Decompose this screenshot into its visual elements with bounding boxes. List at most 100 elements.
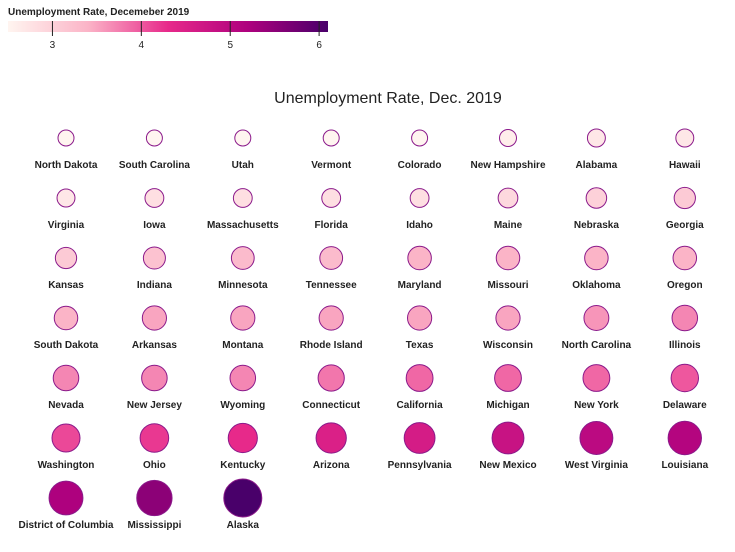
bubble-group[interactable]: Colorado (398, 129, 442, 171)
bubble-mark[interactable] (671, 304, 699, 332)
bubble-mark[interactable] (54, 246, 78, 270)
bubble-mark[interactable] (234, 129, 252, 147)
bubble-group[interactable]: Hawaii (669, 128, 701, 171)
bubble-group[interactable]: Massachusetts (207, 188, 279, 231)
bubble-group[interactable]: Oklahoma (572, 245, 621, 291)
bubble-group[interactable]: Oregon (667, 245, 703, 291)
bubble-mark[interactable] (675, 128, 695, 148)
bubble-mark[interactable] (319, 246, 344, 270)
bubble-mark[interactable] (585, 187, 608, 209)
bubble-mark[interactable] (144, 188, 165, 208)
bubble-group[interactable]: Mississippi (127, 479, 182, 531)
bubble-group[interactable]: Nebraska (574, 187, 619, 231)
bubble-group[interactable]: Utah (232, 129, 254, 171)
bubble-group[interactable]: Florida (315, 188, 349, 231)
bubble-group[interactable]: North Dakota (35, 129, 98, 171)
bubble-group[interactable]: New Mexico (479, 421, 537, 471)
bubble-mark[interactable] (53, 305, 79, 331)
bubble-mark[interactable] (48, 480, 84, 516)
bubble-mark[interactable] (223, 478, 263, 518)
bubble-group[interactable]: Kentucky (220, 422, 266, 471)
bubble-group[interactable]: Missouri (487, 245, 529, 291)
bubble-group[interactable]: Delaware (663, 363, 707, 411)
bubble-mark[interactable] (495, 305, 521, 331)
bubble-group[interactable]: Iowa (143, 188, 166, 231)
bubble-group[interactable]: Connecticut (302, 364, 361, 411)
bubble-mark[interactable] (52, 364, 80, 392)
bubble-mark[interactable] (321, 188, 342, 208)
bubble-group[interactable]: Michigan (486, 364, 530, 411)
bubble-mark[interactable] (579, 421, 614, 455)
bubble-mark[interactable] (322, 129, 340, 147)
bubble-group[interactable]: Alabama (576, 128, 618, 171)
bubble-mark[interactable] (317, 364, 345, 392)
bubble-group[interactable]: West Virginia (565, 421, 628, 471)
bubble-mark[interactable] (673, 186, 696, 210)
bubble-mark[interactable] (670, 363, 699, 393)
bubble-group[interactable]: Minnesota (218, 246, 268, 291)
bubble-mark[interactable] (495, 245, 521, 271)
bubble-group[interactable]: Arkansas (132, 305, 177, 351)
bubble-mark[interactable] (315, 422, 347, 454)
bubble-group[interactable]: Vermont (311, 129, 352, 171)
bubble-mark[interactable] (499, 129, 517, 147)
bubble-group[interactable]: California (397, 364, 444, 411)
bubble-mark[interactable] (494, 364, 522, 392)
bubble-group[interactable]: Montana (222, 305, 264, 351)
bubble-mark[interactable] (57, 129, 75, 147)
bubble-group[interactable]: Rhode Island (300, 305, 363, 351)
bubble-mark[interactable] (582, 364, 611, 392)
bubble-mark[interactable] (136, 479, 173, 517)
bubble-mark[interactable] (667, 420, 702, 456)
bubble-mark[interactable] (407, 305, 433, 331)
bubble-mark[interactable] (672, 245, 698, 271)
bubble-group[interactable]: South Dakota (34, 305, 99, 351)
bubble-group[interactable]: Tennessee (306, 246, 357, 291)
bubble-mark[interactable] (318, 305, 344, 331)
bubble-group[interactable]: Maryland (398, 245, 442, 291)
bubble-group[interactable]: Wisconsin (483, 305, 533, 351)
bubble-mark[interactable] (407, 245, 432, 271)
bubble-group[interactable]: New York (574, 364, 619, 411)
bubble-group[interactable]: Washington (38, 423, 95, 471)
bubble-group[interactable]: New Jersey (127, 364, 182, 411)
bubble-mark[interactable] (586, 128, 606, 148)
bubble-mark[interactable] (230, 246, 255, 270)
bubble-mark[interactable] (491, 421, 525, 455)
bubble-group[interactable]: Louisiana (661, 420, 709, 471)
bubble-mark[interactable] (139, 423, 170, 453)
bubble-group[interactable]: New Hampshire (470, 129, 546, 172)
bubble-mark[interactable] (583, 305, 610, 331)
bubble-mark[interactable] (142, 246, 166, 270)
bubble-mark[interactable] (141, 364, 168, 392)
bubble-group[interactable]: Kansas (48, 246, 84, 291)
bubble-mark[interactable] (230, 305, 256, 331)
bubble-group[interactable]: Wyoming (220, 364, 265, 411)
bubble-mark[interactable] (56, 188, 76, 208)
bubble-group[interactable]: Pennsylvania (388, 422, 452, 471)
bubble-mark[interactable] (405, 364, 434, 392)
bubble-group[interactable]: Texas (406, 305, 434, 351)
bubble-mark[interactable] (497, 187, 519, 209)
bubble-mark[interactable] (145, 129, 163, 147)
bubble-group[interactable]: Georgia (666, 186, 704, 231)
bubble-mark[interactable] (409, 188, 430, 208)
bubble-group[interactable]: South Carolina (119, 129, 191, 171)
bubble-group[interactable]: Maine (494, 187, 523, 231)
bubble-mark[interactable] (141, 305, 167, 331)
bubble-group[interactable]: Nevada (48, 364, 84, 411)
bubble-group[interactable]: Illinois (669, 304, 701, 351)
bubble-mark[interactable] (227, 422, 258, 454)
bubble-group[interactable]: Virginia (48, 188, 85, 231)
bubble-group[interactable]: District of Columbia (18, 480, 114, 531)
bubble-group[interactable]: North Carolina (562, 305, 632, 351)
bubble-mark[interactable] (403, 422, 436, 454)
bubble-group[interactable]: Ohio (139, 423, 170, 471)
bubble-group[interactable]: Idaho (406, 188, 433, 231)
bubble-group[interactable]: Arizona (313, 422, 350, 471)
bubble-mark[interactable] (232, 188, 253, 208)
bubble-mark[interactable] (584, 245, 609, 271)
bubble-mark[interactable] (229, 364, 257, 392)
bubble-group[interactable]: Alaska (223, 478, 263, 531)
bubble-mark[interactable] (411, 129, 429, 147)
